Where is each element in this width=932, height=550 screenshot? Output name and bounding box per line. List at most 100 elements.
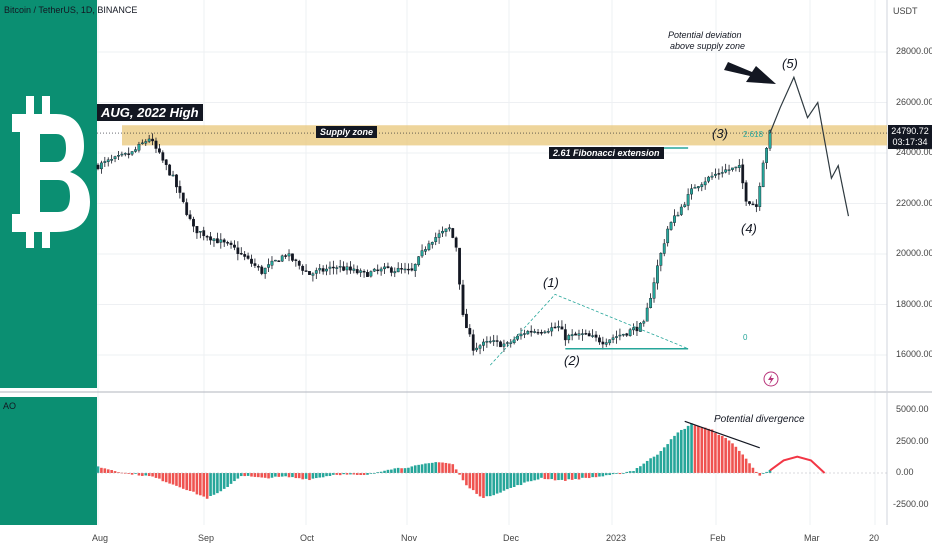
candle-body — [754, 204, 758, 207]
ao-bar — [188, 473, 192, 491]
ao-bar — [751, 467, 755, 473]
ao-bar — [550, 473, 553, 480]
ao-bar — [693, 425, 697, 473]
candle-body — [321, 268, 325, 272]
candle-body — [598, 337, 601, 343]
wave-1-label: (1) — [543, 275, 559, 290]
ao-bar — [260, 473, 264, 478]
candle-body — [693, 187, 697, 189]
ao-bar — [594, 473, 598, 478]
candle-body — [192, 218, 195, 227]
ao-bar — [185, 473, 188, 491]
candle-body — [635, 326, 639, 332]
ao-bar — [540, 473, 543, 478]
ao-bar — [243, 473, 246, 477]
candle-body — [277, 260, 281, 263]
candle-body — [751, 203, 755, 206]
ao-bar — [680, 429, 683, 473]
ao-bar — [434, 462, 438, 473]
ao-bar — [676, 432, 680, 473]
ao-bar — [158, 473, 161, 479]
ao-bar — [277, 473, 281, 477]
time-tick-label: Sep — [198, 533, 215, 543]
candle-body — [666, 228, 670, 244]
ao-bar — [437, 462, 441, 473]
candle-body — [158, 148, 161, 153]
ao-bar — [690, 423, 693, 473]
ao-bar — [287, 473, 291, 478]
candle-body — [748, 201, 751, 204]
candle-body — [522, 333, 526, 335]
ao-bar — [604, 473, 608, 476]
candle-body — [502, 343, 506, 347]
ao-bar — [229, 473, 233, 484]
candle-body — [700, 184, 704, 188]
candle-body — [519, 333, 523, 337]
supply-zone-label: Supply zone — [316, 126, 378, 138]
ao-bar — [137, 473, 141, 476]
candle-body — [362, 271, 366, 273]
time-tick-label: Dec — [503, 533, 520, 543]
ao-bar — [430, 462, 434, 473]
ao-bar — [748, 463, 751, 473]
candle-body — [683, 204, 687, 208]
ao-bar — [639, 466, 642, 473]
ao-bar — [533, 473, 536, 481]
ao-bar — [451, 464, 455, 473]
candle-body — [495, 340, 499, 342]
ao-bar — [502, 473, 506, 491]
candle-body — [424, 249, 427, 252]
candle-body — [703, 181, 707, 186]
candle-body — [516, 335, 519, 340]
ao-bar — [461, 473, 465, 481]
ao-bar — [352, 473, 356, 475]
candle-body — [526, 331, 530, 335]
ao-bar — [407, 467, 410, 473]
candle-body — [342, 266, 346, 271]
ao-bar — [267, 473, 270, 479]
time-tick-label: 20 — [869, 533, 880, 543]
ao-bar — [127, 473, 131, 474]
ao-bar — [113, 471, 117, 473]
ao-bar — [359, 473, 362, 475]
candle-body — [720, 172, 724, 174]
candle-body — [741, 164, 745, 184]
candle-body — [379, 268, 383, 272]
candle-body — [243, 254, 247, 257]
candle-body — [246, 255, 250, 259]
candle-body — [267, 264, 270, 268]
ao-bar — [274, 473, 277, 477]
deviation-note-line1: Potential deviation — [668, 30, 742, 40]
ao-bar — [304, 473, 308, 479]
candle-body — [117, 155, 120, 157]
ao-bar — [390, 469, 393, 473]
candle-body — [175, 174, 178, 188]
ao-bar — [338, 473, 342, 476]
ao-bar — [424, 463, 427, 473]
candle-body — [103, 161, 107, 163]
candle-body — [652, 282, 656, 299]
ao-histogram — [96, 420, 887, 499]
symbol-title[interactable]: Bitcoin / TetherUS, 1D, BINANCE — [4, 5, 138, 15]
candle-body — [676, 214, 680, 217]
ao-bar — [512, 473, 516, 487]
candle-body — [209, 236, 212, 241]
ao-bar — [717, 434, 721, 473]
ao-bar — [325, 473, 328, 477]
price-tick-label: 24000.00 — [896, 147, 932, 157]
ao-bar — [226, 473, 229, 487]
candle-body — [273, 259, 277, 262]
deviation-arrow-icon — [724, 62, 776, 84]
wave-3-label: (3) — [712, 126, 728, 141]
ao-bar — [724, 438, 727, 473]
indicator-label[interactable]: AO — [3, 401, 17, 411]
candle-body — [540, 332, 543, 334]
time-tick-label: 2023 — [606, 533, 627, 543]
candle-body — [250, 258, 253, 264]
bar-countdown: 03:17:34 — [892, 137, 928, 147]
deviation-note-line2: above supply zone — [670, 41, 746, 51]
candle-body — [574, 333, 577, 336]
candle-body — [768, 130, 772, 149]
fib-extension-label: 2.61 Fibonacci extension — [549, 147, 664, 159]
